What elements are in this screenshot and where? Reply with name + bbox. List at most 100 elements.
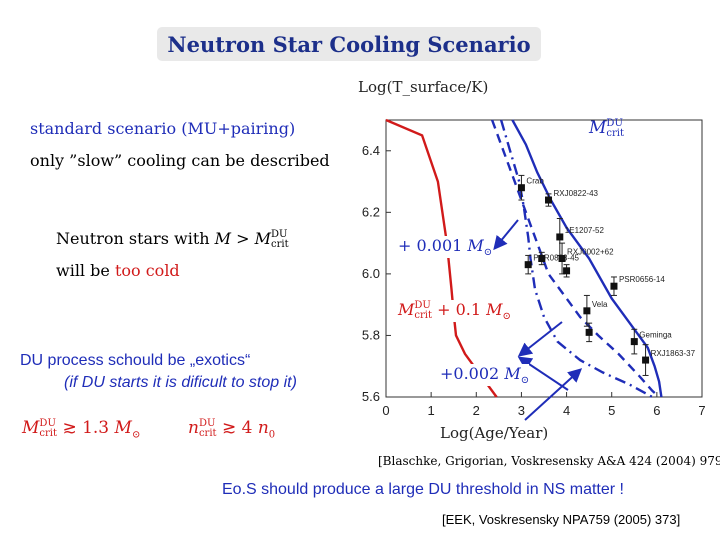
x-tick-label: 3 [518,403,525,418]
data-point [585,328,593,336]
y-tick-label: 6.4 [362,143,380,158]
data-point-label: RXJ1863-37 [651,349,696,358]
ns-mass-symbol: M [214,229,232,248]
ann-01-sub2: ⊙ [502,311,511,323]
data-point [563,267,571,275]
slow-cooling-line: only ”slow” cooling can be described [30,151,330,170]
ann-top-sub: crit [606,127,625,139]
cond2-sub: crit [198,427,217,439]
ann-top-sup: DU [606,117,623,129]
y-tick-label: 6.0 [362,266,380,281]
ncrit-condition: n DU crit ≳ 4 n0 [188,418,275,440]
data-point [545,196,553,204]
x-tick-label: 7 [698,403,705,418]
standard-scenario-line: standard scenario (MU+pairing) [30,119,296,138]
plot-area-border [385,119,703,398]
data-point [630,338,638,346]
series-line-blue-solid [511,119,663,398]
data-point [583,307,591,315]
data-point [538,255,546,262]
reference-blaschke: [Blaschke, Grigorian, Voskresensky A&A 4… [378,454,720,468]
chart-frame [385,119,703,398]
ann-0002-prefix: +0.002 [440,364,500,383]
annotation-arrow [493,219,519,251]
annotation-plus-0001: + 0.001 M⊙ [398,236,493,259]
ns-mcrit-symbol: M [254,229,272,248]
du-process-line: DU process schould be „exotics“ [20,352,251,369]
annotation-arrow [517,356,569,391]
cond1-sup: DU [39,417,56,429]
ns-mcrit-sub: crit [271,238,289,250]
cond2-sup: DU [198,417,216,429]
data-point [524,261,532,269]
chart-arrows [493,219,583,421]
chart-observations: Crab RXJ0822-43 1E1207-52 PSR0833-45RXJ0002… [517,174,696,376]
too-cold-line: will be too cold [56,261,180,280]
series-line-blue-dashed [490,119,660,398]
ann-01-sub: crit [414,309,432,321]
y-axis-label: Log(T_surface/K) [358,78,488,96]
x-tick-label: 2 [473,403,480,418]
slide-title: Neutron Star Cooling Scenario [157,27,541,61]
data-point [642,356,650,364]
data-point-label: Crab [526,177,544,186]
ann-01-rest: + 0.1 [437,300,482,319]
cond2-unit-sub: 0 [268,429,276,441]
x-tick-label: 4 [563,403,570,418]
ann-0001-sub: ⊙ [483,247,493,259]
x-axis-label: Log(Age/Year) [440,424,548,442]
cond2-n: n [188,418,199,438]
chart-ticks: 0 1 2 3 4 5 6 7 6.4 6.2 6.0 5.8 5.6 [362,143,706,418]
will-be-text: will be [56,261,110,280]
x-tick-label: 5 [608,403,615,418]
x-tick-label: 0 [382,403,389,418]
cond1-m: M [22,418,40,438]
data-point [610,282,618,290]
cond2-unit: n [257,418,269,438]
neutron-stars-line: Neutron stars with M > M DU crit [56,229,289,250]
ann-01-sup: DU [414,299,431,311]
threshold-statement: Eo.S should produce a large DU threshold… [222,481,624,498]
reference-eek: [EEK, Voskresensky NPA759 (2005) 373] [442,512,681,527]
y-tick-label: 6.2 [362,204,380,219]
y-tick-label: 5.8 [362,327,380,342]
annotation-arrow [524,368,583,421]
cond1-sub: crit [39,427,58,439]
annotation-arrow [517,321,563,357]
cond1-unit: M [114,418,132,438]
x-tick-label: 6 [653,403,660,418]
ann-0001-prefix: + 0.001 [398,236,463,255]
data-point [517,184,525,192]
chart-series [385,118,663,399]
data-point-label: PSR0656-14 [619,275,665,284]
ann-0002-m: M [504,364,521,383]
ann-top-m: M [589,118,607,138]
data-point-label: 1E1207-52 [565,226,605,235]
mcrit-condition: M DU crit ≳ 1.3 M⊙ [22,418,140,440]
data-point-label: PSR0833-45 [533,254,579,263]
annotation-mcrit-top: M DU crit [589,118,624,139]
cond2-relation: ≳ 4 [221,418,253,438]
ann-01-m2: M [486,300,503,319]
cond1-relation: ≳ 1.3 [62,418,110,438]
ns-text: Neutron stars with [56,229,210,248]
data-point [556,233,564,241]
cooling-chart: 0 1 2 3 4 5 6 7 6.4 6.2 6.0 5.8 5.6 Crab RXJ0822-43 1E… [358,78,706,442]
ns-mcrit-sup: DU [271,228,288,240]
data-point [558,255,566,262]
series-line-blue-dashdot [499,119,653,399]
data-point-label: Vela [592,300,608,309]
annotation-mcrit-plus-01: M DU crit + 0.1 M⊙ [398,299,511,323]
cond1-unit-sub: ⊙ [131,429,141,441]
data-point-label: Geminga [639,331,672,340]
x-tick-label: 1 [428,403,435,418]
du-note-line: (if DU starts it is dificult to stop it) [64,374,297,391]
data-point-label: RXJ0822-43 [554,189,599,198]
annotation-plus-0002: +0.002 M⊙ [440,364,530,387]
ann-0002-sub: ⊙ [520,375,530,387]
ann-0001-m: M [467,236,484,255]
ann-01-m: M [398,300,415,319]
ns-greater: > [236,229,250,248]
too-cold-text: too cold [114,261,180,280]
y-tick-label: 5.6 [362,389,380,404]
